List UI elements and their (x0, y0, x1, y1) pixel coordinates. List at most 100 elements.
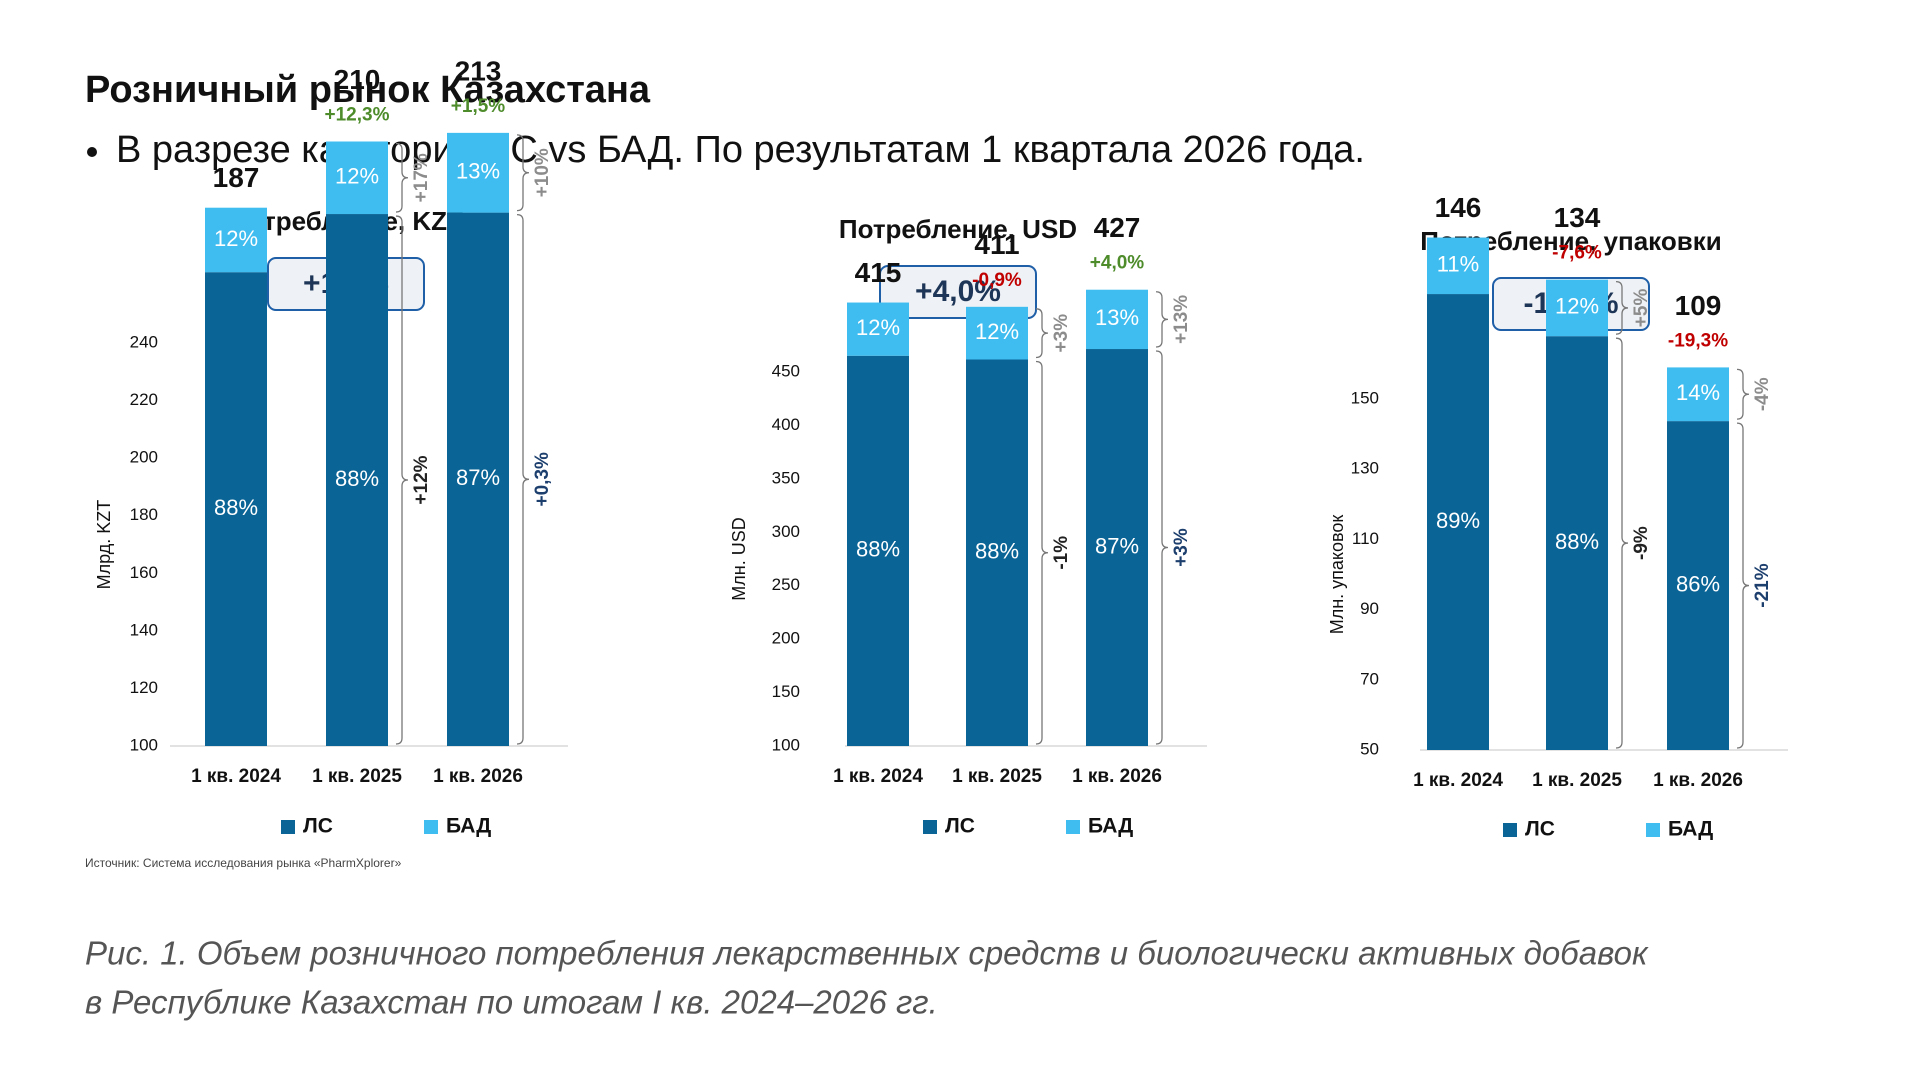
change-label: +3% (1051, 314, 1072, 353)
bar-share-label: 13% (456, 159, 500, 184)
bar-segment (205, 272, 267, 746)
kpi-value: +4,0% (915, 275, 1001, 308)
y-tick-label: 110 (1352, 529, 1379, 548)
kpi-box (879, 265, 1037, 319)
y-tick-label: 160 (130, 563, 158, 582)
y-tick-label: 300 (772, 522, 800, 541)
bar-segment (1667, 367, 1729, 422)
legend-label: ЛС (945, 815, 975, 838)
legend-swatch (424, 820, 438, 834)
growth-label: -19,3% (1668, 330, 1728, 351)
total-label: 427 (1094, 212, 1141, 243)
bar-segment (847, 355, 909, 746)
bar-share-label: 12% (1555, 294, 1599, 319)
bullet-dot (87, 147, 97, 157)
bar-share-label: 88% (975, 539, 1019, 564)
bar-segment (205, 207, 267, 273)
bar-segment (1086, 289, 1148, 350)
legend-swatch (1646, 823, 1660, 837)
bar-share-label: 89% (1436, 508, 1480, 533)
total-label: 210 (334, 64, 381, 95)
caption-line: Рис. 1. Объем розничного потребления лек… (85, 935, 1649, 972)
bar-segment (1546, 279, 1608, 337)
bar-segment (326, 214, 388, 747)
brace (395, 142, 409, 213)
bar-segment (966, 306, 1028, 360)
growth-label: +4,0% (1090, 253, 1145, 274)
x-tick-label: 1 кв. 2026 (433, 766, 523, 787)
legend-swatch (1066, 820, 1080, 834)
growth-label: -0,9% (972, 270, 1022, 291)
change-label: -1% (1051, 536, 1072, 570)
y-tick-label: 90 (1360, 599, 1379, 618)
change-label: +12% (411, 455, 432, 504)
bar-share-label: 14% (1676, 380, 1720, 405)
bar-share-label: 87% (1095, 533, 1139, 558)
y-tick-label: 50 (1360, 739, 1379, 758)
change-label: +0,3% (532, 452, 553, 507)
brace (1155, 350, 1169, 745)
brace (1736, 422, 1750, 749)
y-tick-label: 350 (772, 468, 800, 487)
total-label: 187 (213, 162, 260, 193)
growth-label: +12,3% (325, 105, 390, 126)
y-axis-label: Млн. упаковок (1327, 515, 1347, 635)
bar-segment (326, 141, 388, 215)
change-label: +5% (1631, 289, 1652, 328)
legend-swatch (281, 820, 295, 834)
bullet-text: В разрезе категорий ЛС vs БАД. По резуль… (116, 129, 1365, 171)
legend-swatch (923, 820, 937, 834)
bar-segment (1427, 294, 1489, 750)
brace (1035, 308, 1049, 359)
bar-segment (1546, 336, 1608, 750)
change-label: +13% (1171, 295, 1192, 344)
y-tick-label: 150 (772, 682, 800, 701)
y-tick-label: 250 (772, 575, 800, 594)
bar-segment (1667, 421, 1729, 750)
bar-segment (847, 302, 909, 356)
y-tick-label: 140 (130, 620, 158, 639)
chart-title: Потребление, USD (839, 214, 1077, 244)
bar-segment (1427, 237, 1489, 295)
growth-label: -7,6% (1552, 243, 1602, 264)
brace (1155, 291, 1169, 348)
caption-line: в Республике Казахстан по итогам I кв. 2… (85, 984, 938, 1021)
slide-title: Розничный рынок Казахстана (85, 69, 651, 111)
bar-share-label: 12% (335, 164, 379, 189)
y-tick-label: 200 (130, 448, 158, 467)
total-label: 415 (855, 257, 902, 288)
y-tick-label: 450 (772, 361, 800, 380)
bar-share-label: 88% (1555, 529, 1599, 554)
y-tick-label: 100 (130, 735, 158, 754)
bar-share-label: 11% (1437, 252, 1479, 277)
bar-share-label: 88% (335, 466, 379, 491)
legend-swatch (1503, 823, 1517, 837)
total-label: 411 (974, 229, 1019, 260)
y-tick-label: 220 (130, 390, 158, 409)
x-tick-label: 1 кв. 2024 (1413, 770, 1503, 791)
brace (1615, 337, 1629, 749)
y-axis-label: Млрд. KZT (94, 500, 114, 590)
y-tick-label: 240 (130, 332, 158, 351)
total-label: 213 (455, 55, 502, 86)
total-label: 134 (1554, 202, 1601, 233)
x-tick-label: 1 кв. 2026 (1072, 766, 1162, 787)
bar-share-label: 88% (856, 537, 900, 562)
legend-label: ЛС (1525, 818, 1555, 841)
x-tick-label: 1 кв. 2025 (1532, 770, 1622, 791)
bar-share-label: 12% (975, 319, 1019, 344)
change-label: +17% (411, 153, 432, 202)
bar-segment (447, 212, 509, 746)
brace (1615, 281, 1629, 335)
y-tick-label: 130 (1351, 459, 1379, 478)
x-tick-label: 1 кв. 2025 (312, 766, 402, 787)
y-tick-label: 200 (772, 629, 800, 648)
y-tick-label: 400 (772, 415, 800, 434)
y-axis-label: Млн. USD (729, 517, 749, 600)
bar-share-label: 88% (214, 495, 258, 520)
brace (1035, 360, 1049, 745)
bar-segment (966, 359, 1028, 746)
legend-label: БАД (1668, 818, 1713, 841)
bar-share-label: 12% (856, 315, 900, 340)
